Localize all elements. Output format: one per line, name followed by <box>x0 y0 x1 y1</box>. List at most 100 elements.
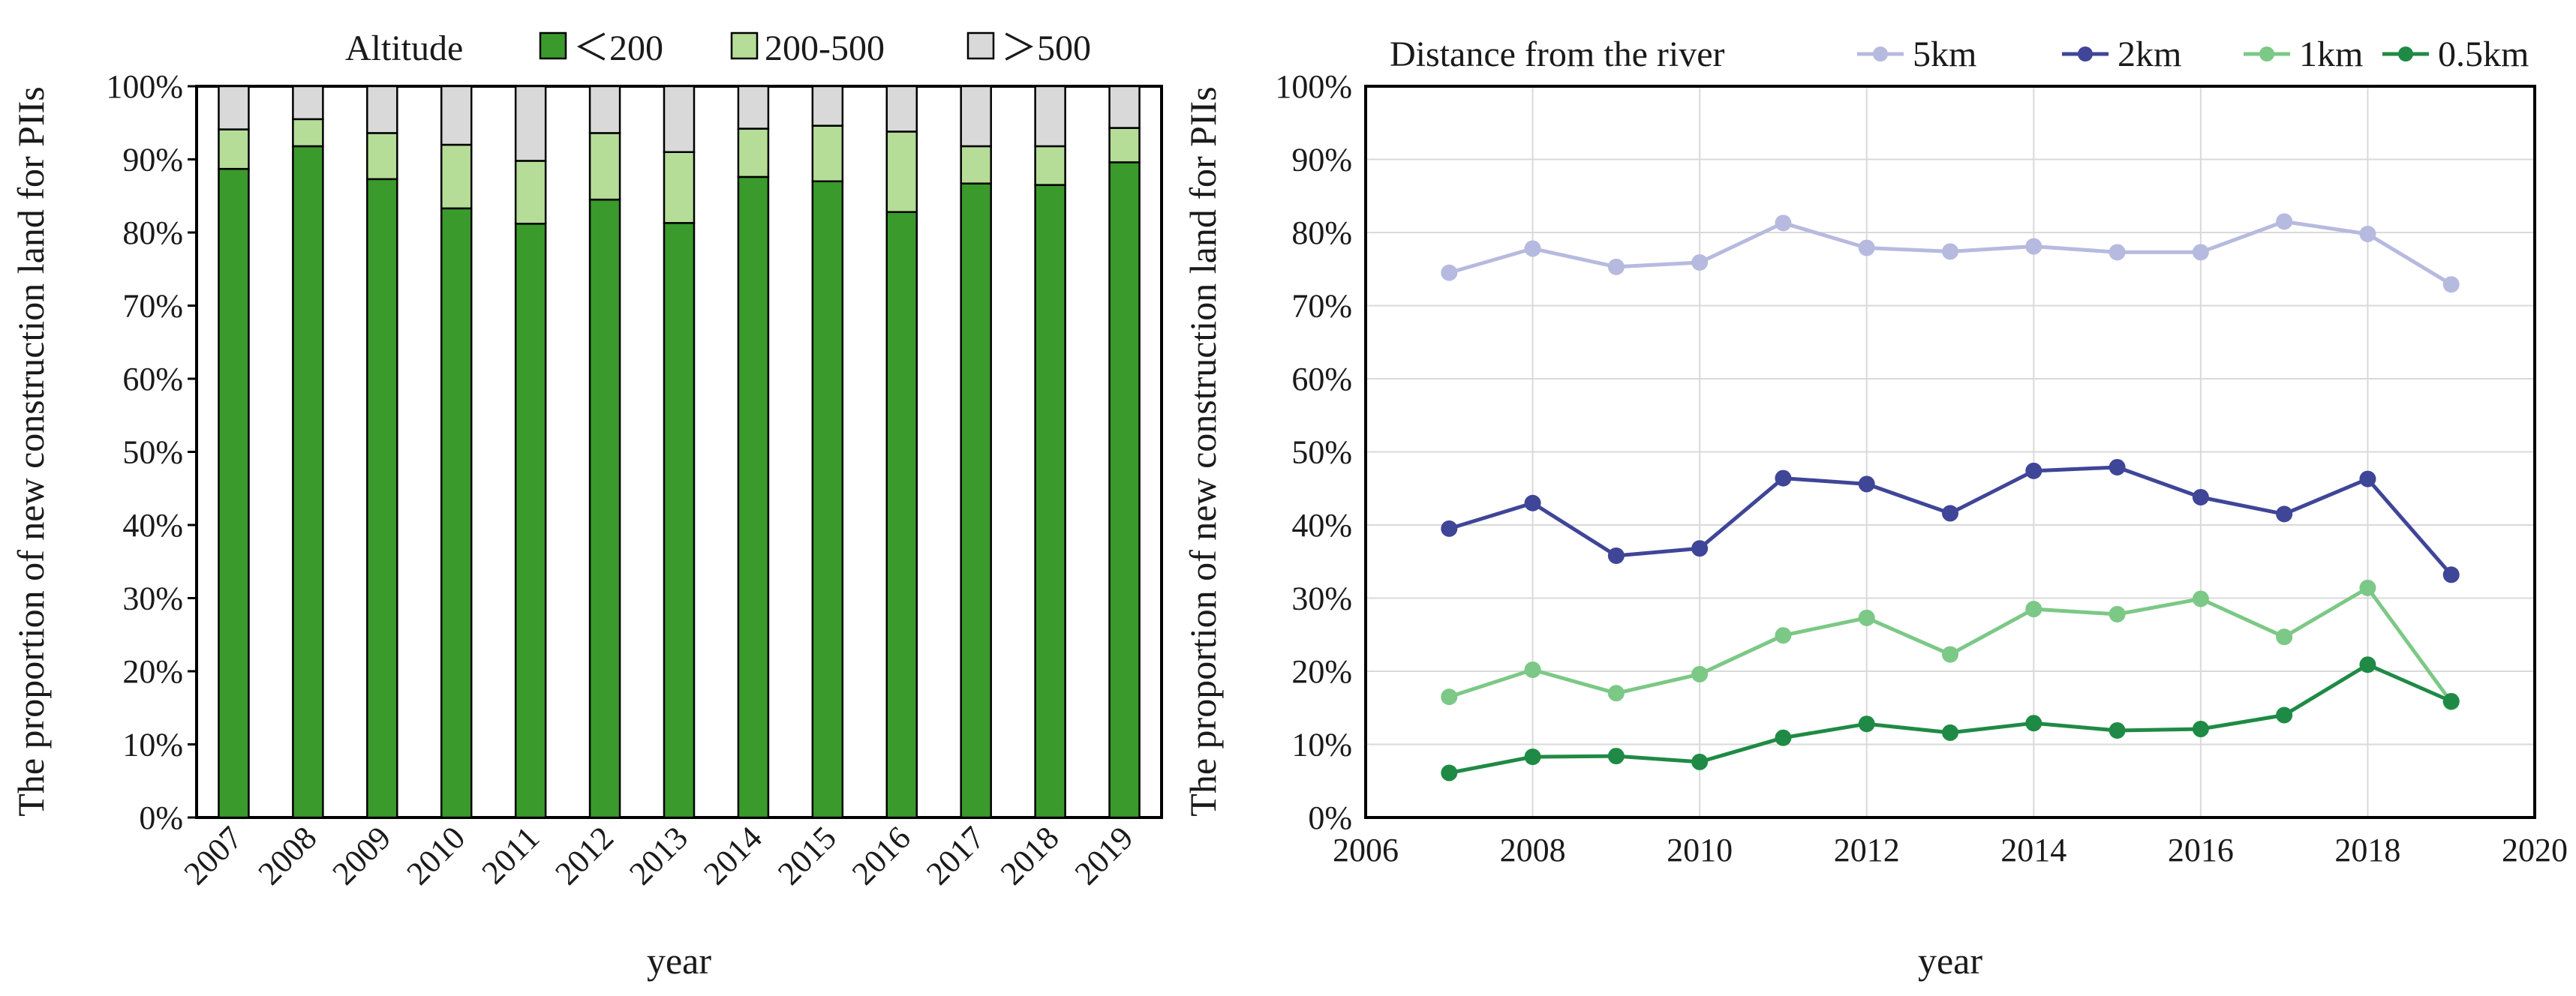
bar-segment-lt200 <box>588 198 621 819</box>
bar-segment-200-500 <box>960 145 992 184</box>
line-point-2km <box>2359 470 2376 488</box>
line-x-tick-label: 2016 <box>2168 832 2234 868</box>
bar-segment-gt500 <box>811 85 844 127</box>
line-point-1km <box>1441 688 1458 706</box>
bar-y-tick-label: 0% <box>139 800 183 836</box>
line-point-0.5km <box>2192 721 2209 738</box>
line-point-2km <box>1775 470 1792 487</box>
bar-segment-lt200 <box>737 176 770 819</box>
line-point-1km <box>1942 646 1958 663</box>
line-point-2km <box>1858 476 1875 493</box>
line-y-tick-label: 80% <box>1291 214 1352 251</box>
line-y-axis-ticks: 0% 10% 20% 30% 40% 50% 60% 70% 80% 90% 100% <box>1275 68 1352 836</box>
bar-segment-gt500 <box>514 85 547 162</box>
bar-segment-gt500 <box>1108 85 1141 129</box>
bar-segment-200-500 <box>440 143 473 210</box>
bar-x-tick-label: 2016 <box>845 819 918 892</box>
line-point-2km <box>1691 540 1709 557</box>
bar-x-tick-label: 2014 <box>696 819 769 892</box>
line-y-tick-label: 0% <box>1308 800 1352 836</box>
bar-x-tick-label: 2008 <box>251 819 324 892</box>
bar-segment-lt200 <box>663 222 696 819</box>
line-point-5km <box>2192 244 2209 261</box>
line-point-2km <box>1441 520 1458 537</box>
line-x-tick-label: 2006 <box>1333 832 1399 868</box>
bar-legend-swatch <box>539 32 567 60</box>
line-point-5km <box>1858 239 1875 256</box>
bar-y-axis-title: The proportion of new construction land … <box>10 86 52 816</box>
bar-segment-gt500 <box>885 85 918 133</box>
bar-segment-200-500 <box>218 128 250 170</box>
bar-segment-200-500 <box>1108 127 1141 164</box>
line-series-group <box>1441 213 2460 782</box>
line-point-0.5km <box>1524 748 1541 766</box>
line-legend-title: Distance from the river <box>1390 34 1725 74</box>
bar-legend-label: 200-500 <box>765 28 885 68</box>
bar-y-tick-label: 70% <box>122 288 183 325</box>
bar-segment-lt200 <box>1034 184 1066 819</box>
bar-y-tick-label: 20% <box>122 653 183 690</box>
line-x-axis-ticks: 2006 2008 2010 2012 2014 2016 2018 2020 <box>1333 832 2568 868</box>
line-legend-marker <box>2259 46 2274 62</box>
bar-x-tick-label: 2011 <box>475 819 547 891</box>
bar-segment-lt200 <box>292 145 324 819</box>
bar-segment-gt500 <box>588 85 621 134</box>
bar-legend-swatch <box>730 32 759 60</box>
line-point-0.5km <box>2276 706 2293 724</box>
bar-segment-gt500 <box>292 85 324 121</box>
bar-segment-gt500 <box>737 85 770 130</box>
line-point-0.5km <box>1441 764 1458 782</box>
bar-segment-gt500 <box>218 85 250 130</box>
bar-segment-lt200 <box>366 178 398 819</box>
line-y-tick-label: 90% <box>1291 142 1352 178</box>
line-legend-marker <box>1873 46 1888 62</box>
line-chart: 0%10%20%30%40%50%60%70%80%90%100% 2006 20… <box>1182 34 2568 982</box>
bar-x-tick-label: 2015 <box>771 819 843 892</box>
line-point-2km <box>2025 462 2042 479</box>
bar-segment-200-500 <box>514 160 547 225</box>
line-point-5km <box>2359 225 2376 242</box>
line-point-5km <box>1607 258 1625 275</box>
line-legend-marker <box>2398 46 2413 62</box>
line-point-5km <box>1942 243 1958 260</box>
line-point-2km <box>1524 494 1541 512</box>
bar-segment-gt500 <box>1034 85 1066 148</box>
line-legend-label: 5km <box>1913 34 1976 74</box>
bar-x-tick-label: 2009 <box>326 819 398 892</box>
line-point-1km <box>1858 609 1875 626</box>
line-legend: Distance from the river 5km 2km 1km 0.5km <box>1390 34 2529 74</box>
bar-segment-lt200 <box>811 180 844 819</box>
bar-segment-lt200 <box>885 211 918 819</box>
line-point-0.5km <box>1775 729 1792 746</box>
line-x-tick-label: 2020 <box>2502 832 2568 868</box>
line-x-tick-label: 2018 <box>2334 832 2400 868</box>
bar-legend-title: Altitude <box>345 28 463 68</box>
stacked-bar-chart: 0%10%20%30%40%50%60%70%80%90%100% 2007 20… <box>10 28 1163 982</box>
line-point-5km <box>1775 214 1792 232</box>
bar-y-axis-ticks: 0% 10% 20% 30% 40% 50% 60% 70% 80% 90% 100% <box>106 68 197 836</box>
line-point-0.5km <box>1691 753 1709 770</box>
line-point-2km <box>1607 547 1625 564</box>
bar-segment-200-500 <box>663 151 696 224</box>
bar-y-tick-label: 90% <box>122 142 183 178</box>
bar-x-tick-label: 2013 <box>622 819 695 892</box>
bar-y-tick-label: 30% <box>122 580 183 617</box>
line-point-1km <box>1775 627 1792 644</box>
bar-legend-label: ＜200 <box>573 28 663 68</box>
bar-x-tick-label: 2019 <box>1068 819 1141 892</box>
line-point-5km <box>2276 213 2293 230</box>
bar-segment-200-500 <box>885 130 918 213</box>
line-point-1km <box>2192 590 2209 608</box>
line-point-5km <box>1524 240 1541 257</box>
bar-segment-200-500 <box>292 118 324 148</box>
line-y-tick-label: 30% <box>1291 580 1352 617</box>
bar-segment-lt200 <box>514 223 547 819</box>
bar-y-tick-label: 80% <box>122 214 183 251</box>
bar-segment-gt500 <box>440 85 473 146</box>
line-point-5km <box>2109 244 2126 261</box>
line-point-1km <box>1524 662 1541 679</box>
bar-segment-gt500 <box>960 85 992 148</box>
bar-series-group <box>218 85 1141 819</box>
line-point-5km <box>1441 264 1458 281</box>
